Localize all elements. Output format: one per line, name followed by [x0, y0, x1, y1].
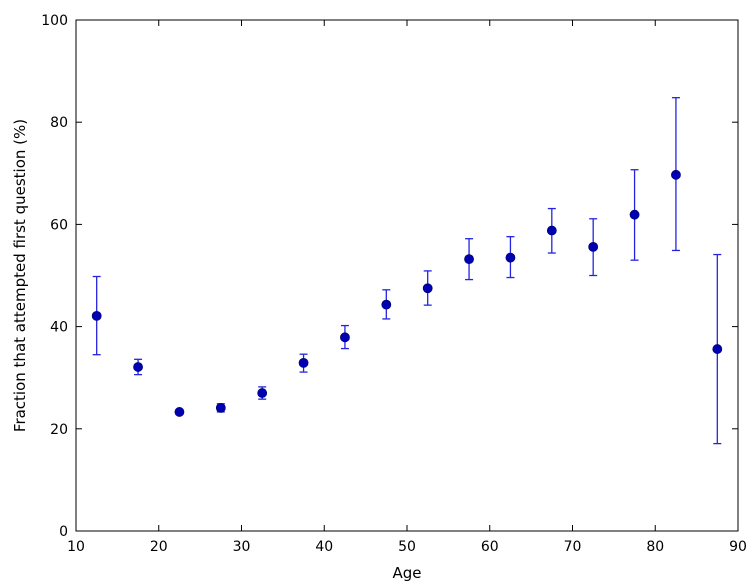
y-tick-label: 80 — [50, 115, 68, 131]
data-point — [257, 388, 268, 398]
data-point — [629, 209, 640, 220]
data-point — [215, 402, 226, 413]
x-tick-label: 80 — [646, 539, 664, 555]
data-point — [588, 241, 599, 252]
x-tick-label: 40 — [315, 539, 333, 555]
y-tick-label: 100 — [41, 13, 68, 29]
x-tick-label: 50 — [398, 539, 416, 555]
data-point — [712, 344, 723, 354]
x-axis-label: Age — [392, 564, 421, 582]
data-point — [174, 407, 185, 417]
x-tick-label: 90 — [729, 539, 747, 555]
x-tick-label: 30 — [233, 539, 251, 555]
data-point — [381, 299, 392, 310]
data-point — [91, 310, 102, 321]
y-tick-label: 60 — [50, 217, 68, 233]
data-point — [298, 357, 309, 368]
x-tick-label: 10 — [67, 539, 85, 555]
errorbars-layer — [92, 97, 722, 445]
data-point — [671, 169, 681, 180]
y-axis-label: Fraction that attempted first question (… — [11, 119, 29, 432]
tick-labels-layer: 10 20 30 40 50 60 70 80 90 0 20 40 60 80 100 — [41, 13, 747, 555]
x-tick-label: 60 — [481, 539, 499, 555]
markers-layer — [91, 169, 723, 417]
y-tick-label: 0 — [59, 524, 68, 540]
y-tick-label: 40 — [50, 320, 68, 336]
data-point — [133, 362, 143, 372]
data-point — [464, 254, 474, 265]
y-tick-label: 20 — [50, 422, 68, 438]
plot-frame — [75, 19, 739, 532]
data-point — [546, 225, 557, 236]
x-tick-label: 20 — [150, 539, 168, 555]
x-tick-label: 70 — [564, 539, 582, 555]
data-point — [505, 252, 516, 263]
ticks-layer — [75, 19, 739, 532]
data-point — [422, 283, 433, 294]
data-point — [340, 332, 350, 343]
